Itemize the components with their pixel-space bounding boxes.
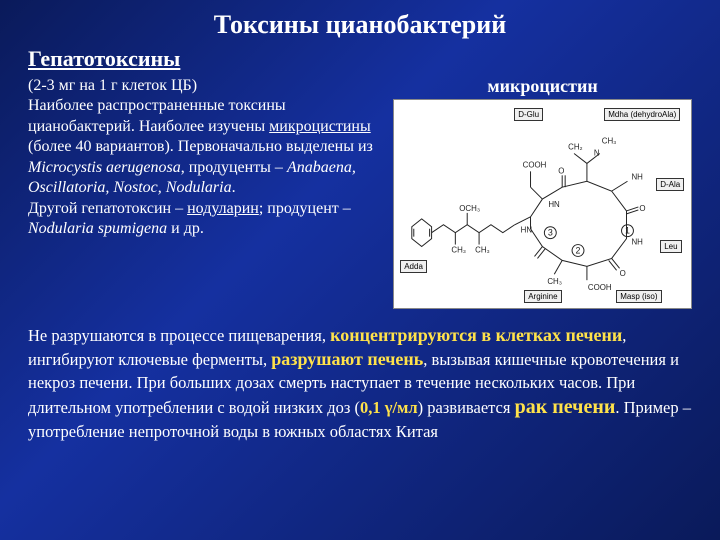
molecule-diagram: 1 2 3 COOH CH₂ O NH N CH₃ — [394, 100, 691, 308]
microcystis-aerugenosa: Microcystis aerugenosa — [28, 159, 181, 176]
microcystins: микроцистины — [269, 118, 371, 135]
molecule-panel: 1 2 3 COOH CH₂ O NH N CH₃ — [393, 99, 692, 309]
box-arg: Arginine — [524, 290, 561, 303]
atom-nh-2: NH — [632, 238, 644, 247]
molecule-column: микроцистин — [393, 76, 692, 309]
box-masp: Masp (iso) — [616, 290, 661, 303]
atom-o-3: O — [620, 269, 626, 278]
body-d: ) развивается — [418, 398, 515, 417]
nodularia-spumigena: Nodularia spumigena — [28, 220, 167, 237]
hl-destroy-liver: разрушают печень — [271, 349, 423, 369]
top-row: (2-3 мг на 1 г клеток ЦБ) Наиболее распр… — [28, 76, 692, 309]
atom-ch2: CH₂ — [568, 143, 583, 152]
circle-2: 2 — [576, 245, 581, 255]
para2-a: Другой гепатотоксин – — [28, 200, 187, 217]
dose-line: (2-3 мг на 1 г клеток ЦБ) — [28, 77, 197, 94]
atom-cooh-2: COOH — [588, 283, 612, 292]
para2-b: ; продуцент – — [259, 200, 351, 217]
para1-d: . — [232, 179, 236, 196]
dose-value: 0,1 γ/мл — [360, 398, 418, 417]
box-mdha: Mdha (dehydroAla) — [604, 108, 680, 121]
molecule-svg: 1 2 3 COOH CH₂ O NH N CH₃ — [394, 100, 691, 308]
atom-hn-1: HN — [521, 226, 533, 235]
atom-nh-1: NH — [632, 172, 644, 181]
atom-ch3-3: CH₃ — [475, 245, 490, 254]
atom-cooh: COOH — [523, 160, 547, 169]
atom-n: N — [594, 149, 600, 158]
body-a: Не разрушаются в процессе пищеварения, — [28, 326, 330, 345]
box-adda: Adda — [400, 260, 427, 273]
molecule-label: микроцистин — [393, 76, 692, 97]
slide-title: Токсины цианобактерий — [28, 10, 692, 40]
atom-ch3-4: CH₃ — [548, 277, 563, 286]
slide-subtitle: Гепатотоксины — [28, 46, 692, 72]
box-dglu: D-Glu — [514, 108, 543, 121]
atom-o-2: O — [640, 204, 646, 213]
circle-1: 1 — [625, 226, 630, 236]
atom-hn-2: HN — [549, 200, 561, 209]
nodularin: нодуларин — [187, 200, 259, 217]
atom-ch3-2: CH₃ — [452, 245, 467, 254]
para1-a: Наиболее распространенные токсины цианоб… — [28, 97, 286, 134]
hl-concentrate: концентрируются в клетках печени — [330, 325, 622, 345]
atom-o-1: O — [558, 166, 564, 175]
para1-c: , продуценты – — [181, 159, 287, 176]
atom-ch3-1: CH₃ — [602, 137, 617, 146]
body-paragraph: Не разрушаются в процессе пищеварения, к… — [28, 323, 692, 443]
box-leu: Leu — [660, 240, 681, 253]
left-text-block: (2-3 мг на 1 г клеток ЦБ) Наиболее распр… — [28, 76, 385, 309]
box-dala: D-Ala — [656, 178, 684, 191]
para1-b: (более 40 вариантов). Первоначально выде… — [28, 138, 373, 155]
hl-liver-cancer: рак печени — [515, 396, 616, 418]
para2-c: и др. — [167, 220, 204, 237]
atom-och3: OCH₃ — [459, 204, 480, 213]
circle-3: 3 — [548, 228, 553, 238]
